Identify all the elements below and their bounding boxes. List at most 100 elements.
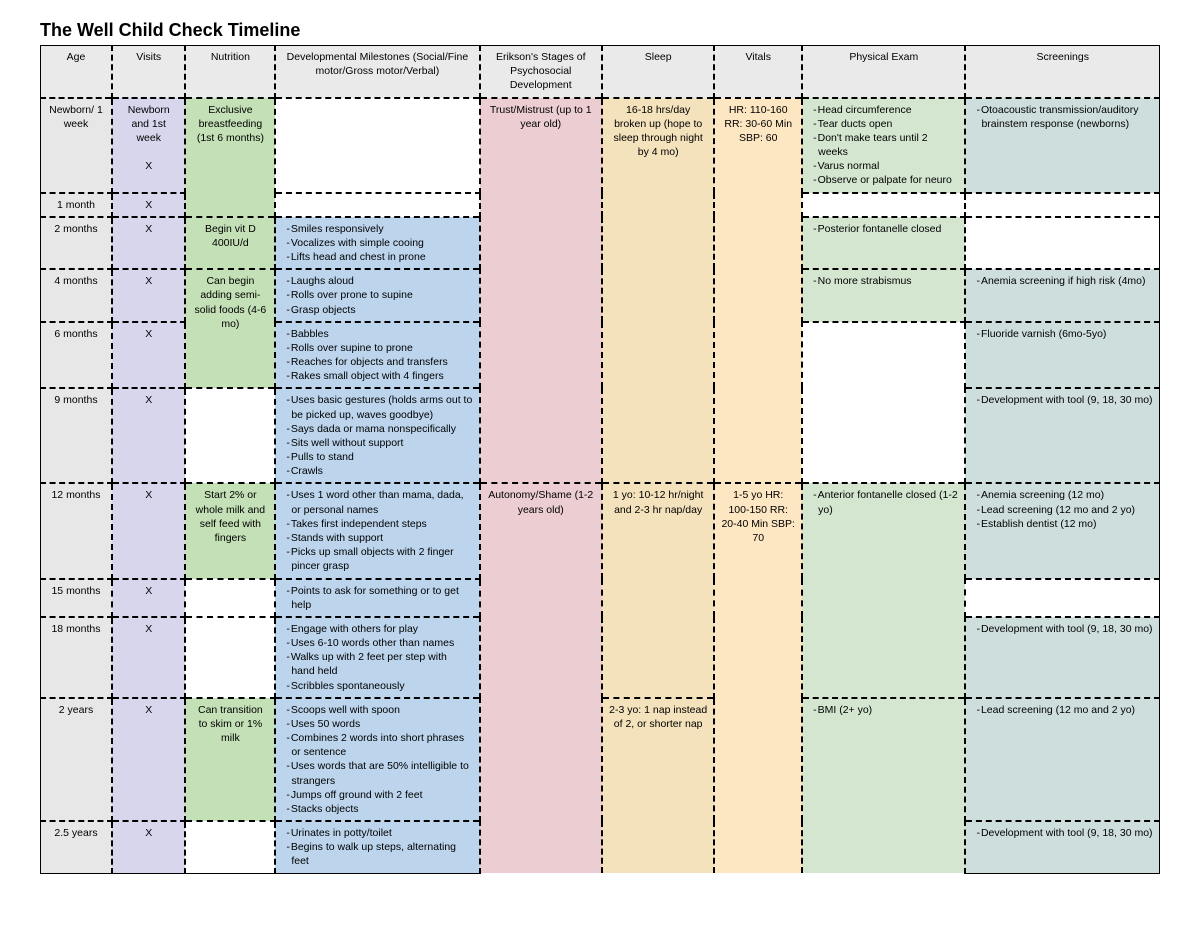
list-item: Lead screening (12 mo and 2 yo) — [976, 503, 1153, 517]
screen-cell: Anemia screening if high risk (4mo) — [965, 269, 1159, 322]
col-phys: Physical Exam — [802, 46, 965, 98]
col-nutrition: Nutrition — [185, 46, 275, 98]
list-item: Engage with others for play — [286, 622, 472, 636]
screen-cell: Fluoride varnish (6mo-5yo) — [965, 322, 1159, 389]
col-sleep: Sleep — [602, 46, 714, 98]
phys-cell: Anterior fontanelle closed (1-2 yo) — [802, 483, 965, 697]
col-erikson: Erikson's Stages of Psychosocial Develop… — [480, 46, 603, 98]
timeline-table: Age Visits Nutrition Developmental Miles… — [40, 45, 1160, 874]
row-12mo: 12 months X Start 2% or whole milk and s… — [41, 483, 1160, 578]
list-item: Reaches for objects and transfers — [286, 355, 472, 369]
phys-cell: Head circumferenceTear ducts openDon't m… — [802, 98, 965, 193]
nutrition-cell: Begin vit D 400IU/d — [185, 217, 275, 270]
list-item: Rakes small object with 4 fingers — [286, 369, 472, 383]
list-item: Uses words that are 50% intelligible to … — [286, 759, 472, 787]
list-item: Lifts head and chest in prone — [286, 250, 472, 264]
list-item: Tear ducts open — [813, 117, 958, 131]
dev-cell — [275, 98, 479, 193]
screen-cell: Development with tool (9, 18, 30 mo) — [965, 388, 1159, 483]
age-cell: 12 months — [41, 483, 112, 578]
age-cell: 18 months — [41, 617, 112, 698]
list-item: Development with tool (9, 18, 30 mo) — [976, 826, 1153, 840]
visits-cell: Newborn and 1st week X — [112, 98, 186, 193]
list-item: Otoacoustic transmission/auditory brains… — [976, 103, 1153, 131]
list-item: Babbles — [286, 327, 472, 341]
col-screen: Screenings — [965, 46, 1159, 98]
dev-cell: Laughs aloudRolls over prone to supineGr… — [275, 269, 479, 322]
list-item: Rolls over prone to supine — [286, 288, 472, 302]
nutrition-cell — [185, 617, 275, 698]
list-item: Stacks objects — [286, 802, 472, 816]
header-row: Age Visits Nutrition Developmental Miles… — [41, 46, 1160, 98]
col-dev: Developmental Milestones (Social/Fine mo… — [275, 46, 479, 98]
erikson-cell: Trust/Mistrust (up to 1 year old) — [480, 98, 603, 484]
erikson-cell: Autonomy/Shame (1-2 years old) — [480, 483, 603, 873]
visit-x: X — [112, 388, 186, 483]
list-item: No more strabismus — [813, 274, 958, 288]
age-cell: 2.5 years — [41, 821, 112, 873]
screen-cell — [965, 579, 1159, 617]
phys-cell: BMI (2+ yo) — [802, 698, 965, 873]
col-age: Age — [41, 46, 112, 98]
nutrition-cell — [185, 579, 275, 617]
nutrition-cell — [185, 388, 275, 483]
list-item: Observe or palpate for neuro — [813, 173, 958, 187]
list-item: Begins to walk up steps, alternating fee… — [286, 840, 472, 868]
visits-text: Newborn and 1st week — [128, 104, 170, 144]
vitals-cell: HR: 110-160 RR: 30-60 Min SBP: 60 — [714, 98, 802, 484]
nutrition-cell: Exclusive breastfeeding (1st 6 months) — [185, 98, 275, 217]
list-item: Points to ask for something or to get he… — [286, 584, 472, 612]
list-item: Picks up small objects with 2 finger pin… — [286, 545, 472, 573]
screen-cell: Otoacoustic transmission/auditory brains… — [965, 98, 1159, 193]
list-item: BMI (2+ yo) — [813, 703, 958, 717]
visit-x: X — [112, 217, 186, 270]
sleep-cell: 1 yo: 10-12 hr/night and 2-3 hr nap/day — [602, 483, 714, 697]
screen-cell — [965, 193, 1159, 217]
list-item: Anterior fontanelle closed (1-2 yo) — [813, 488, 958, 516]
phys-cell — [802, 322, 965, 484]
list-item: Anemia screening (12 mo) — [976, 488, 1153, 502]
dev-cell — [275, 193, 479, 217]
phys-cell — [802, 193, 965, 217]
nutrition-cell — [185, 821, 275, 873]
age-cell: 1 month — [41, 193, 112, 217]
screen-cell: Development with tool (9, 18, 30 mo) — [965, 617, 1159, 698]
list-item: Pulls to stand — [286, 450, 472, 464]
nutrition-cell: Can transition to skim or 1% milk — [185, 698, 275, 821]
visit-x: X — [112, 322, 186, 389]
vitals-cell: 1-5 yo HR: 100-150 RR: 20-40 Min SBP: 70 — [714, 483, 802, 873]
sleep-cell: 16-18 hrs/day broken up (hope to sleep t… — [602, 98, 714, 484]
dev-cell: Points to ask for something or to get he… — [275, 579, 479, 617]
list-item: Rolls over supine to prone — [286, 341, 472, 355]
dev-cell: Uses basic gestures (holds arms out to b… — [275, 388, 479, 483]
age-cell: 9 months — [41, 388, 112, 483]
age-cell: 2 months — [41, 217, 112, 270]
list-item: Uses basic gestures (holds arms out to b… — [286, 393, 472, 421]
list-item: Vocalizes with simple cooing — [286, 236, 472, 250]
list-item: Uses 6-10 words other than names — [286, 636, 472, 650]
col-visits: Visits — [112, 46, 186, 98]
age-cell: Newborn/ 1 week — [41, 98, 112, 193]
dev-cell: Scoops well with spoonUses 50 wordsCombi… — [275, 698, 479, 821]
nutrition-cell: Start 2% or whole milk and self feed wit… — [185, 483, 275, 578]
list-item: Grasp objects — [286, 303, 472, 317]
list-item: Laughs aloud — [286, 274, 472, 288]
list-item: Fluoride varnish (6mo-5yo) — [976, 327, 1153, 341]
screen-cell: Lead screening (12 mo and 2 yo) — [965, 698, 1159, 821]
visit-x: X — [112, 579, 186, 617]
list-item: Posterior fontanelle closed — [813, 222, 958, 236]
list-item: Sits well without support — [286, 436, 472, 450]
dev-cell: Engage with others for playUses 6-10 wor… — [275, 617, 479, 698]
age-cell: 2 years — [41, 698, 112, 821]
list-item: Stands with support — [286, 531, 472, 545]
list-item: Urinates in potty/toilet — [286, 826, 472, 840]
list-item: Crawls — [286, 464, 472, 478]
list-item: Development with tool (9, 18, 30 mo) — [976, 622, 1153, 636]
list-item: Uses 50 words — [286, 717, 472, 731]
list-item: Combines 2 words into short phrases or s… — [286, 731, 472, 759]
list-item: Scoops well with spoon — [286, 703, 472, 717]
visit-x: X — [112, 698, 186, 821]
visit-x: X — [112, 193, 186, 217]
list-item: Anemia screening if high risk (4mo) — [976, 274, 1153, 288]
list-item: Scribbles spontaneously — [286, 679, 472, 693]
